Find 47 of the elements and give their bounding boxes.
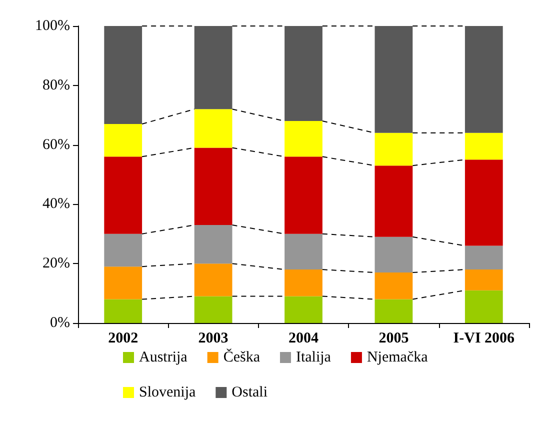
legend-label: Ostali: [232, 384, 268, 400]
bar: [464, 270, 503, 290]
bar: [374, 236, 413, 273]
bar: [374, 26, 413, 133]
bar: [284, 156, 322, 234]
y-tick-label: 80%: [42, 77, 70, 94]
bar: [194, 224, 232, 264]
bar: [374, 166, 413, 237]
bar: [104, 234, 142, 267]
bar: [284, 296, 322, 323]
x-tick-label: 2003: [198, 330, 228, 346]
bar: [284, 121, 322, 157]
bar: [194, 26, 232, 110]
bar: [104, 124, 142, 157]
x-tick-label: 2005: [378, 330, 409, 346]
legend-label: Njemačka: [366, 350, 428, 366]
y-tick-label: 60%: [42, 136, 70, 153]
x-tick-label: 2002: [108, 330, 138, 346]
bar: [104, 266, 142, 300]
legend-label: Slovenija: [139, 384, 196, 400]
bar: [464, 290, 503, 323]
bar: [464, 246, 503, 270]
bar: [104, 156, 142, 234]
bar: [464, 160, 503, 246]
bar: [284, 270, 322, 296]
bar: [374, 272, 413, 300]
x-tick-label: 2004: [288, 330, 319, 346]
legend-label: Češka: [223, 348, 260, 366]
bar: [284, 26, 322, 122]
bar: [194, 296, 232, 323]
bar: [284, 234, 322, 270]
bar: [104, 26, 142, 124]
y-tick-label: 0%: [50, 315, 70, 331]
x-tick-label: I-VI 2006: [453, 330, 516, 346]
legend-label: Italija: [296, 350, 332, 366]
y-tick-label: 20%: [42, 256, 70, 272]
bar: [464, 132, 503, 160]
y-tick-label: 40%: [42, 196, 70, 212]
bar: [104, 299, 142, 323]
legend-label: Austrija: [139, 350, 188, 366]
bar: [374, 299, 413, 323]
bar: [194, 109, 232, 148]
bar: [194, 148, 232, 225]
bar: [374, 132, 413, 166]
bar: [194, 264, 232, 296]
y-tick-label: 100%: [35, 18, 70, 34]
bar: [464, 26, 503, 133]
